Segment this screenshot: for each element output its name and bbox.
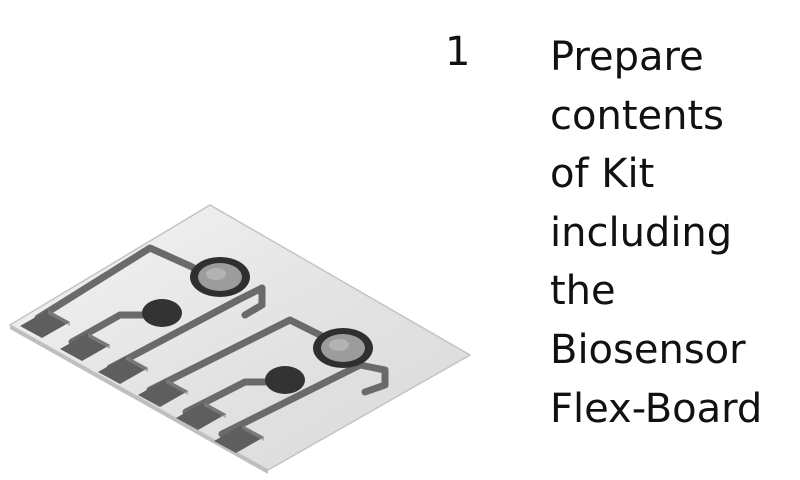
step-instruction-line: the (550, 268, 616, 315)
step-instruction-line: including (550, 209, 733, 256)
sensor-1-working-electrode (190, 257, 250, 297)
sensor-1-reference-electrode (142, 299, 182, 327)
flex-board-substrate (8, 204, 472, 471)
step-instruction-line: of Kit (550, 151, 655, 198)
contact-pads-light (48, 310, 264, 441)
step-instruction-line: Biosensor (550, 326, 746, 373)
biosensor-flex-board-icon (8, 204, 472, 474)
flex-board-edge (10, 325, 268, 474)
step-instruction-line: contents (550, 92, 724, 139)
step-number: 1 (445, 29, 471, 75)
sensor-2-reference-electrode (265, 366, 305, 394)
step-instruction: Prepare contents of Kit including the Bi… (550, 28, 798, 438)
step-instruction-line: Flex-Board (550, 385, 763, 432)
sensor-2-working-electrode (313, 328, 373, 368)
step-instruction-line: Prepare (550, 34, 704, 80)
